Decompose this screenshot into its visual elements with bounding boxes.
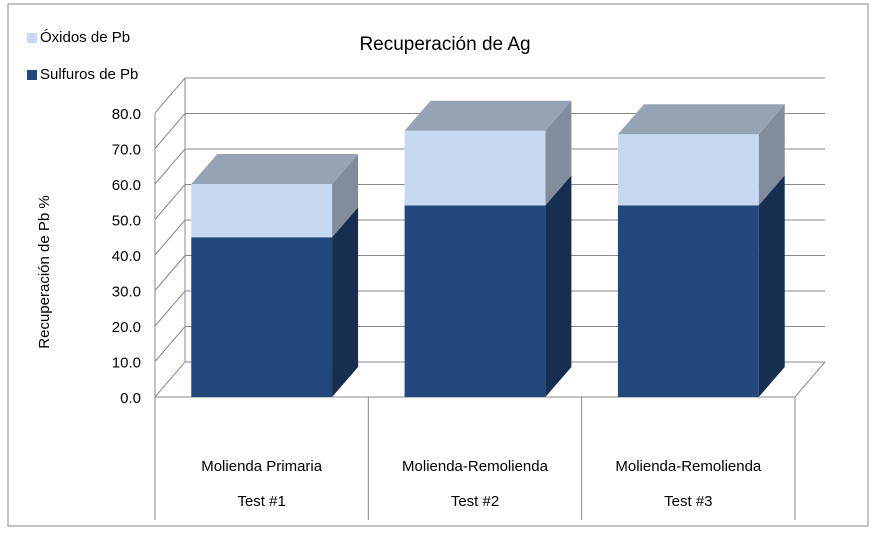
y-tick-label: 50.0 bbox=[112, 212, 141, 229]
y-tick-label: 70.0 bbox=[112, 141, 141, 158]
grid-line bbox=[154, 184, 825, 220]
bar-side bbox=[758, 104, 785, 206]
y-axis-label: Recuperación de Pb % bbox=[36, 195, 53, 348]
x-tick-label: Molienda-Remolienda bbox=[402, 458, 549, 475]
legend-swatch bbox=[27, 70, 37, 80]
bar-top bbox=[191, 154, 359, 184]
legend-label: Sulfuros de Pb bbox=[40, 66, 138, 83]
bar bbox=[404, 130, 546, 206]
y-tick-label: 60.0 bbox=[112, 177, 141, 194]
x-tick-label: Molienda-Remolienda bbox=[615, 458, 762, 475]
x-tick-label: Test #2 bbox=[451, 493, 499, 510]
legend-swatch bbox=[27, 33, 37, 43]
grid-line bbox=[154, 148, 825, 185]
grid-line bbox=[154, 326, 825, 362]
grid-line bbox=[154, 77, 825, 114]
bar-side bbox=[332, 154, 359, 238]
legend-label: Óxidos de Pb bbox=[40, 29, 130, 46]
y-tick-label: 20.0 bbox=[112, 319, 141, 336]
bar-side bbox=[545, 175, 572, 397]
chart-title: Recuperación de Ag bbox=[359, 34, 530, 55]
bar bbox=[617, 134, 759, 206]
x-tick-label: Test #3 bbox=[664, 493, 712, 510]
y-tick-label: 80.0 bbox=[112, 106, 141, 123]
bar-side bbox=[332, 207, 359, 397]
grid-line bbox=[154, 219, 825, 256]
x-tick-label: Test #1 bbox=[237, 493, 285, 510]
y-tick-label: 0.0 bbox=[120, 390, 141, 407]
bar bbox=[191, 184, 333, 238]
y-tick-label: 30.0 bbox=[112, 283, 141, 300]
y-tick-label: 10.0 bbox=[112, 354, 141, 371]
bar bbox=[617, 205, 759, 397]
grid-line bbox=[154, 361, 825, 398]
bar bbox=[191, 237, 333, 397]
bar-side bbox=[545, 100, 572, 206]
y-tick-label: 40.0 bbox=[112, 248, 141, 265]
grid-line bbox=[154, 113, 825, 149]
x-tick-label: Molienda Primaria bbox=[201, 458, 323, 475]
grid-line bbox=[154, 290, 825, 327]
bar-top bbox=[404, 100, 572, 131]
bar-side bbox=[758, 175, 785, 397]
grid-line bbox=[154, 255, 825, 291]
bar bbox=[404, 205, 546, 397]
bar-top bbox=[617, 104, 785, 135]
